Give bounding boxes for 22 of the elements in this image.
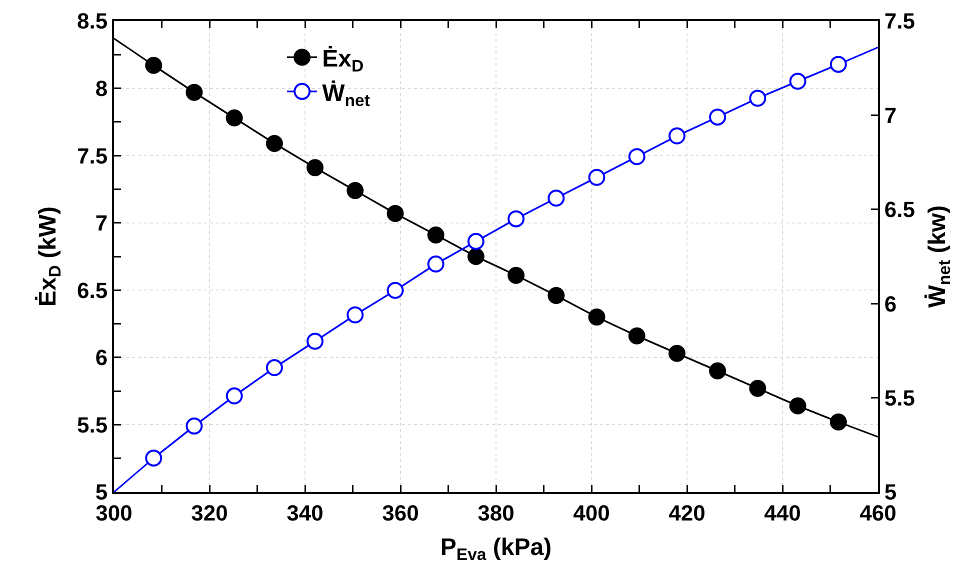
y2-tick-label: 7.5 — [884, 8, 915, 34]
y2-tick-label: 6.5 — [884, 197, 915, 222]
x-tick-label: 440 — [764, 500, 801, 526]
y-tick-label: 5.5 — [77, 412, 108, 438]
x-tick-label: 320 — [191, 500, 228, 526]
y-tick-label: 7 — [95, 210, 108, 236]
legend-label: Ėx$_{D}$ — [322, 46, 364, 76]
y-tick-label: 6 — [95, 345, 108, 370]
legend-label: Ẇ$_{net}$ — [322, 80, 370, 110]
y-tick-label: 8 — [95, 76, 108, 101]
y2-tick-label: 5.5 — [884, 386, 915, 410]
x-tick-label: 340 — [286, 500, 324, 526]
y2-tick-label: 7 — [884, 102, 897, 128]
x-tick-label: 360 — [382, 500, 419, 526]
x-tick-label: 380 — [478, 500, 514, 526]
y2-tick-label: 6 — [884, 291, 897, 316]
y-tick-label: 6.5 — [77, 278, 108, 303]
y-tick-label: 8.5 — [77, 8, 108, 34]
y-tick-label: 7.5 — [77, 143, 108, 168]
x-axis-title: P$_{Eva}$ (kPa) — [440, 534, 552, 564]
x-tick-label: 400 — [573, 500, 610, 526]
x-tick-label: 420 — [668, 500, 706, 526]
